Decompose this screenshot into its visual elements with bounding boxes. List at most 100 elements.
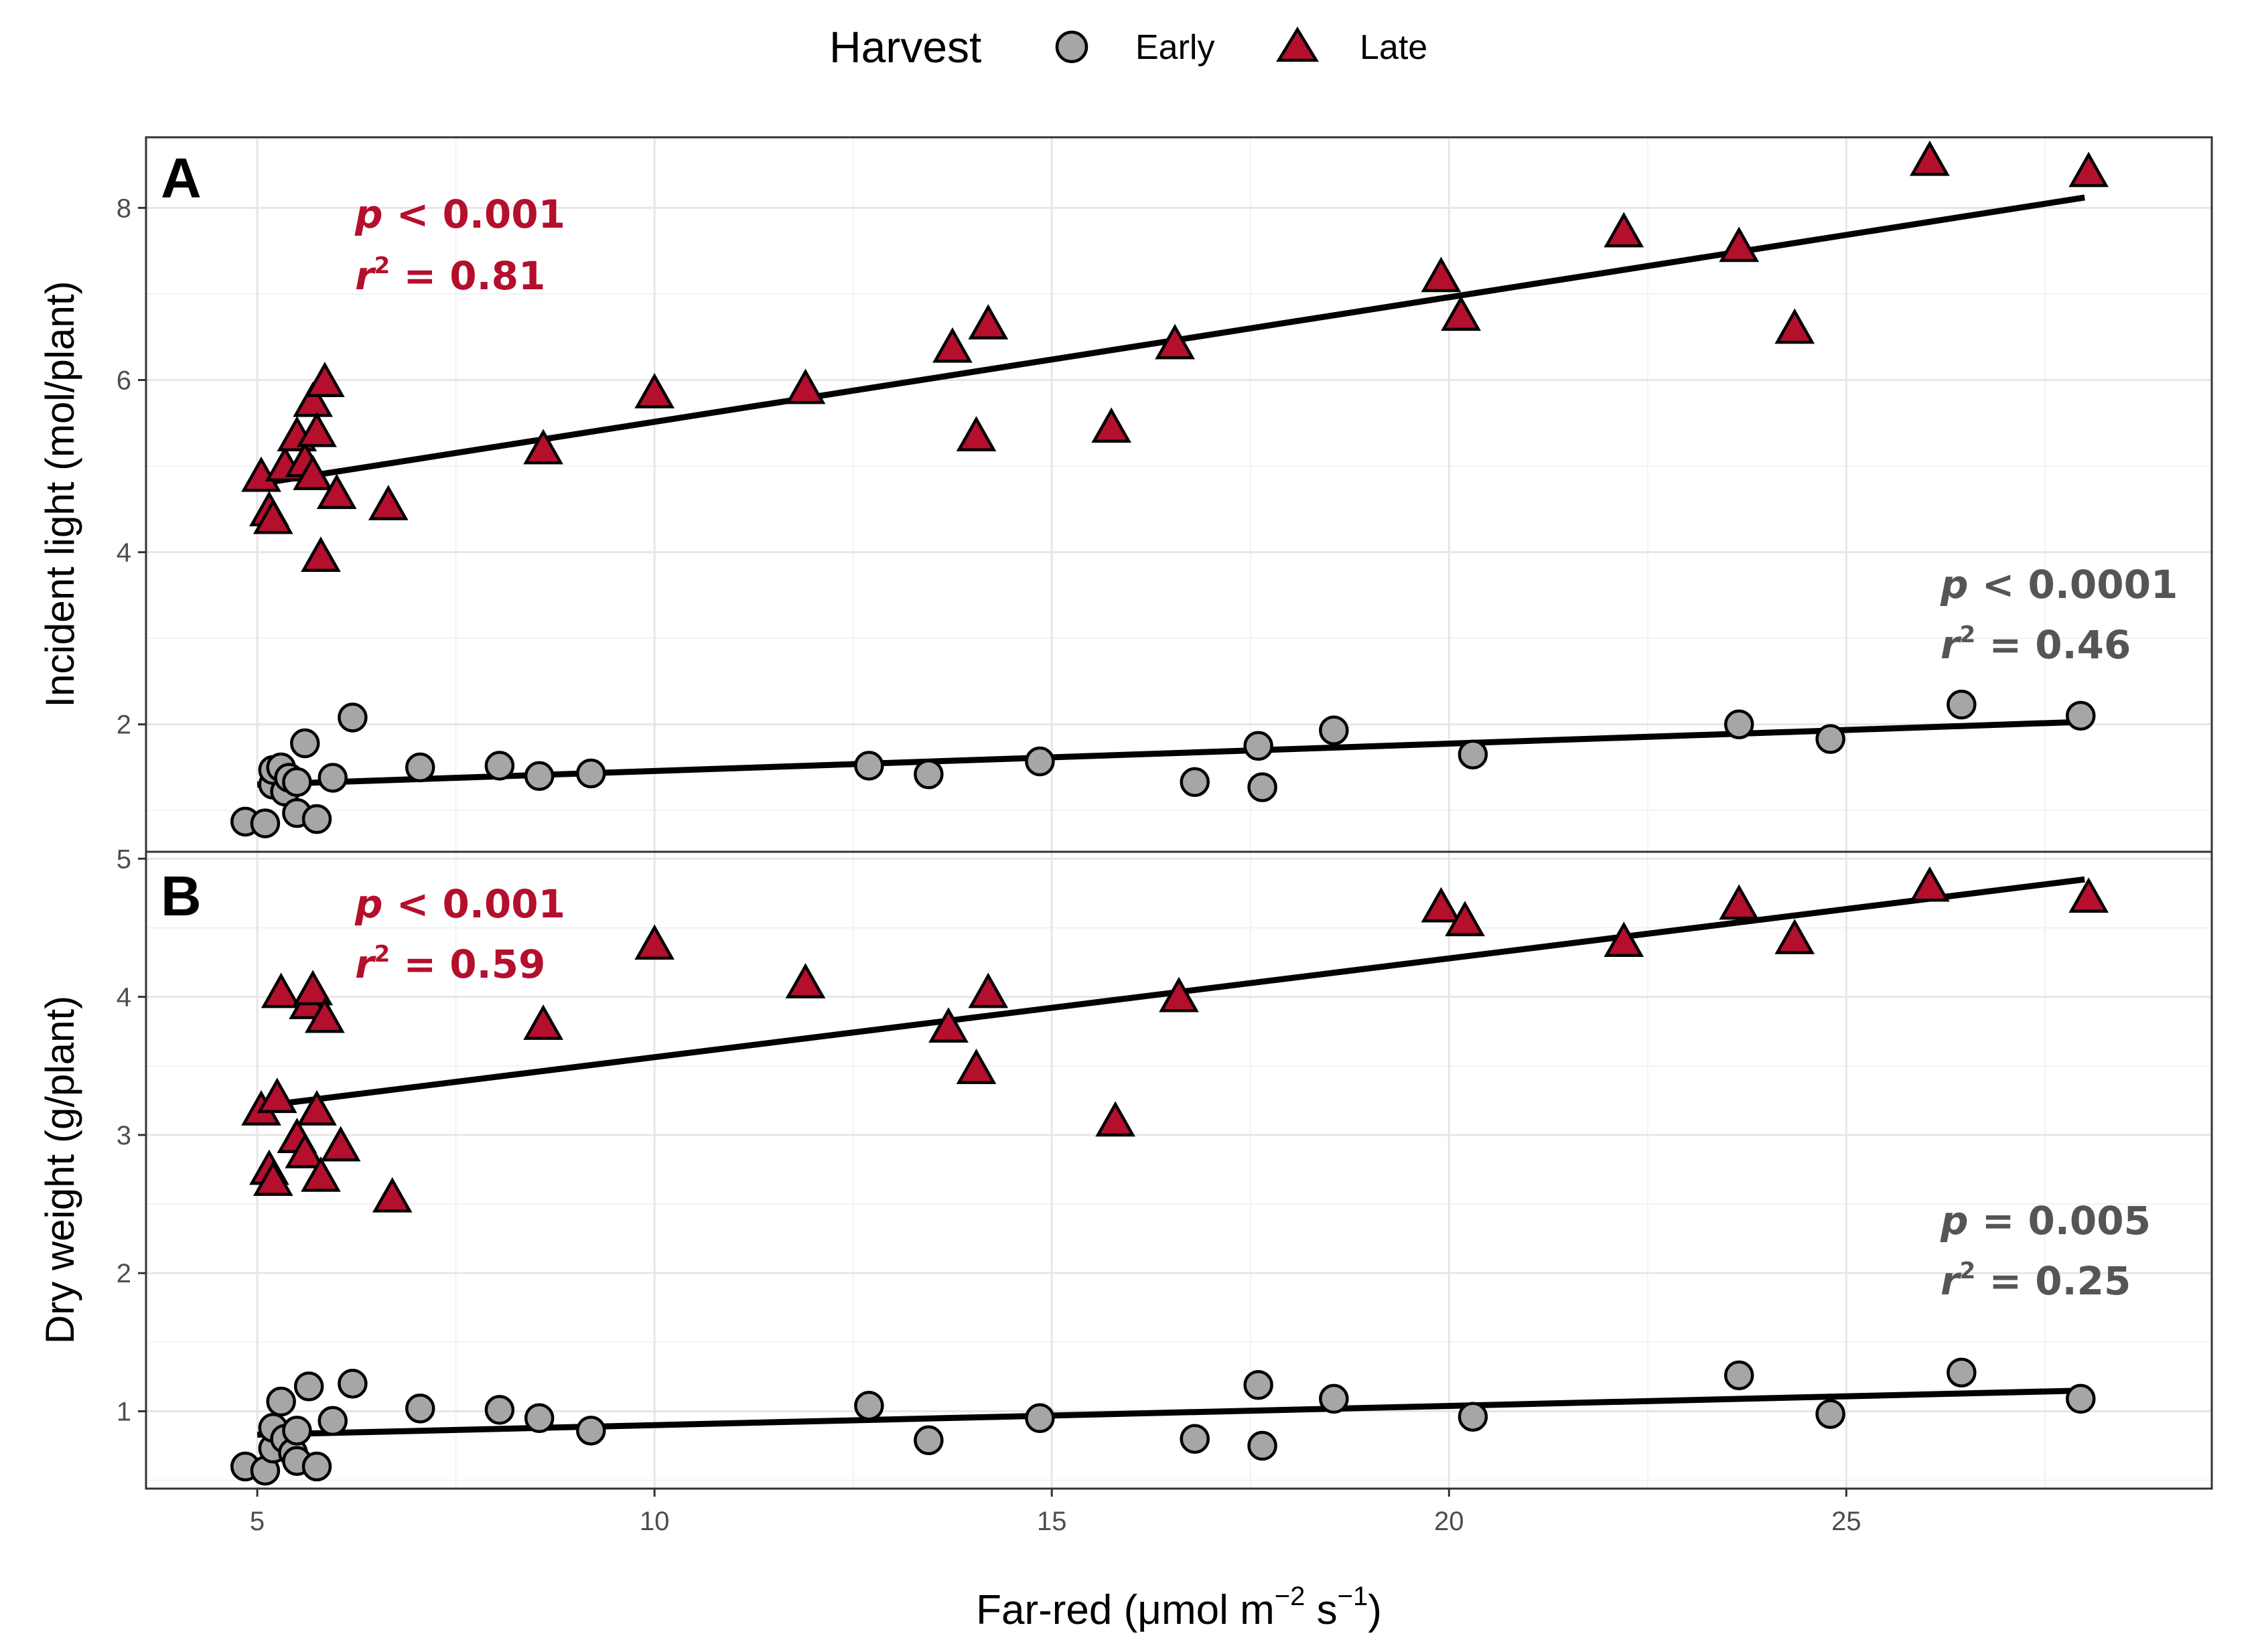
panel-b-early-r-sup: 2 <box>1960 1258 1976 1284</box>
panel-b-letter: B <box>161 865 202 927</box>
panel-b-point-early <box>317 1406 348 1436</box>
x-axis-label: Far-red (μmol m−2 s−1) <box>976 1582 1382 1633</box>
panel-a-point-early <box>854 751 884 781</box>
panel-a-point-late <box>1910 140 1950 176</box>
panel-a-point-early <box>1025 746 1055 777</box>
panel-b-late-p-symbol: p <box>354 881 383 927</box>
panel-a-point-late <box>1155 323 1195 360</box>
panel-a-point-early <box>1247 772 1277 802</box>
panel-a-point-late <box>293 381 333 417</box>
panel-b-point-early <box>484 1395 515 1425</box>
panel-b-y-tick-label: 4 <box>117 983 131 1012</box>
panel-a-point-early <box>2066 700 2096 731</box>
panel-b-point-late <box>1774 919 1815 954</box>
panel-a-point-late <box>1441 295 1481 331</box>
panel-b-point-late <box>2068 877 2109 913</box>
panel-b-point-late <box>1604 921 1644 958</box>
panel-b-point-early <box>1458 1402 1488 1432</box>
legend-late-label: Late <box>1360 28 1427 67</box>
panel-b-point-late <box>634 924 675 960</box>
panel-a-point-late <box>316 473 357 510</box>
x-axis-label-mid: s <box>1305 1587 1337 1633</box>
panel-a-point-late <box>956 416 997 452</box>
panel-a-early-r-symbol: r <box>1941 622 1962 668</box>
panel-b-point-early <box>2066 1383 2096 1414</box>
x-axis-label-exp2: −1 <box>1338 1582 1368 1611</box>
panel-a-point-late <box>932 327 973 363</box>
panel-b-point-early <box>1723 1360 1754 1391</box>
panel-b-point-early <box>1180 1424 1210 1454</box>
panel-a-point-early <box>524 761 555 792</box>
panel-a-point-early <box>1319 715 1349 745</box>
panel-b-early-r2-value: = 0.25 <box>1975 1258 2131 1304</box>
x-axis-label-end: ) <box>1368 1587 1382 1633</box>
panel-b-point-early <box>1025 1403 1055 1434</box>
x-axis: 5 10 15 20 25 <box>250 1489 1861 1536</box>
panel-b-point-early <box>1247 1430 1277 1461</box>
panel-b-late-p-stat: p < 0.001 <box>354 881 565 927</box>
panel-a-point-early <box>1815 724 1845 754</box>
panel-b-point-early <box>854 1390 884 1421</box>
panel-b-point-late <box>320 1126 361 1162</box>
panel-a-point-early <box>575 758 606 789</box>
panel-a-fit-line-early <box>257 719 2085 788</box>
panel-a-point-early <box>301 804 332 834</box>
panel-b-point-late <box>523 1004 563 1040</box>
panel-b-point-early <box>575 1416 606 1446</box>
panel-a-point-late <box>253 498 293 534</box>
panel-b-point-early <box>282 1416 312 1446</box>
panel-a-point-early <box>289 728 320 759</box>
panel-a-early-r-sup: 2 <box>1960 621 1976 648</box>
panel-b-late-r-symbol: r <box>355 942 376 987</box>
x-tick-label: 10 <box>640 1507 670 1536</box>
panel-b-early-p-symbol: p <box>1940 1198 1969 1244</box>
panel-a-point-late <box>968 304 1009 340</box>
panel-b-point-late <box>928 1007 969 1043</box>
panel-b-point-late <box>301 1156 341 1192</box>
panel-b-point-late <box>297 1090 337 1126</box>
panel-a-point-late <box>785 368 826 404</box>
panel-b-point-early <box>914 1425 944 1456</box>
panel-b-y-tick-label: 1 <box>117 1397 131 1426</box>
panel-b-fit-line-early <box>257 1387 2085 1438</box>
panel-b-late-r2-stat: r2 = 0.59 <box>355 941 545 987</box>
panel-a-points <box>230 140 2109 838</box>
panel-a-point-late <box>305 362 345 398</box>
panel-b-y-tick-label: 3 <box>117 1121 131 1150</box>
panel-a-letter: A <box>161 147 202 210</box>
panel-a-point-early <box>1723 709 1754 739</box>
x-tick-label: 25 <box>1831 1507 1861 1536</box>
x-axis-label-exp1: −2 <box>1275 1582 1306 1611</box>
panel-a-early-r2-value: = 0.46 <box>1975 622 2131 668</box>
panel-a-grid <box>146 137 2212 852</box>
panel-b-late-r2-value: = 0.59 <box>390 942 545 987</box>
panel-a-y-axis-label: Incident light (mol/plant) <box>38 281 82 708</box>
panel-a-early-p-symbol: p <box>1940 562 1969 607</box>
panel-b-point-late <box>261 972 301 1008</box>
panel-a-late-r-symbol: r <box>355 253 376 299</box>
panel-a-y-tick-label: 2 <box>117 710 131 740</box>
panel-a-y-tick-label: 6 <box>117 366 131 396</box>
panel-a-point-early <box>1180 767 1210 798</box>
panel-b-y-axis: 1 2 3 4 5 <box>117 844 146 1426</box>
panel-a-point-early <box>1243 731 1273 761</box>
panel-b-point-early <box>266 1386 296 1417</box>
panel-a-point-late <box>2068 151 2109 187</box>
panel-a-point-early <box>1458 739 1488 769</box>
panel-a-point-late <box>1719 226 1760 262</box>
panel-b-point-late <box>785 963 826 998</box>
panel-a-point-late <box>301 536 341 573</box>
panel-b-y-tick-label: 2 <box>117 1259 131 1288</box>
panel-b-early-r2-stat: r2 = 0.25 <box>1941 1258 2131 1304</box>
panel-a-point-early <box>1947 689 1977 720</box>
panel-b-early-r-symbol: r <box>1941 1258 1962 1304</box>
legend: Harvest Early Late <box>829 22 1427 72</box>
x-tick-label: 5 <box>250 1507 265 1536</box>
panel-b-point-late <box>1421 887 1462 923</box>
x-axis-label-main: Far-red (μmol m <box>976 1587 1275 1633</box>
panel-a-early-p-value: < 0.0001 <box>1969 562 2178 607</box>
panel-a-y-tick-label: 8 <box>117 194 131 223</box>
legend-title: Harvest <box>829 22 981 72</box>
panel-b-point-late <box>968 972 1009 1008</box>
